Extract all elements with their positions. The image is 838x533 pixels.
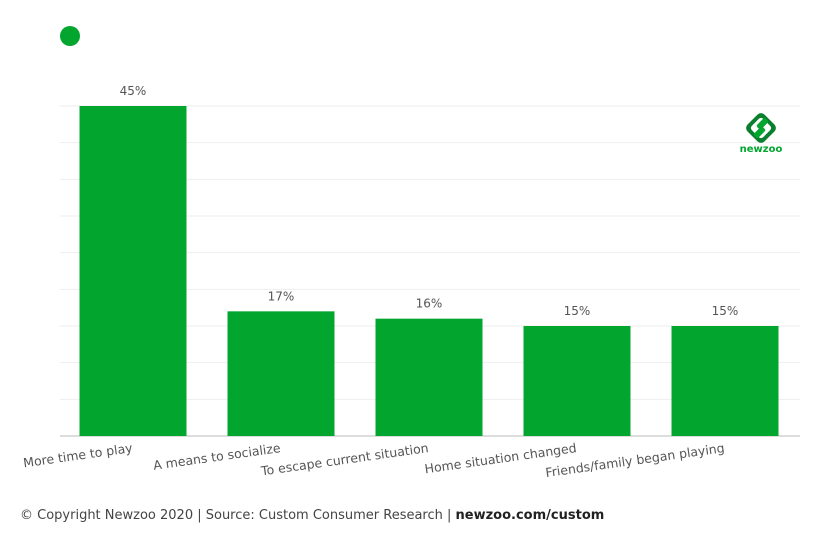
bar bbox=[227, 311, 335, 436]
value-label: 16% bbox=[416, 297, 443, 311]
category-label: To escape current situation bbox=[259, 440, 429, 479]
logo-text: newzoo bbox=[739, 144, 783, 155]
category-label: More time to play bbox=[22, 440, 134, 470]
newzoo-logo-icon bbox=[746, 113, 776, 143]
value-label: 45% bbox=[120, 84, 147, 98]
bar bbox=[375, 318, 483, 436]
category-labels: More time to play A means to socializeTo … bbox=[22, 440, 725, 480]
footer-link[interactable]: newzoo.com/custom bbox=[455, 508, 605, 523]
value-label: 17% bbox=[268, 289, 295, 303]
bar bbox=[523, 326, 631, 436]
value-label: 15% bbox=[564, 304, 591, 318]
legend-marker bbox=[60, 26, 80, 46]
bar bbox=[671, 326, 779, 436]
footer: © Copyright Newzoo 2020 | Source: Custom… bbox=[20, 508, 604, 523]
bars bbox=[79, 106, 779, 436]
value-labels: 45% 17% 16% 15% 15% bbox=[120, 84, 739, 318]
copyright-text: © Copyright Newzoo 2020 | Source: Custom… bbox=[20, 508, 456, 523]
value-label: 15% bbox=[712, 304, 739, 318]
newzoo-logo: newzoo bbox=[735, 110, 787, 158]
bar bbox=[79, 106, 187, 436]
